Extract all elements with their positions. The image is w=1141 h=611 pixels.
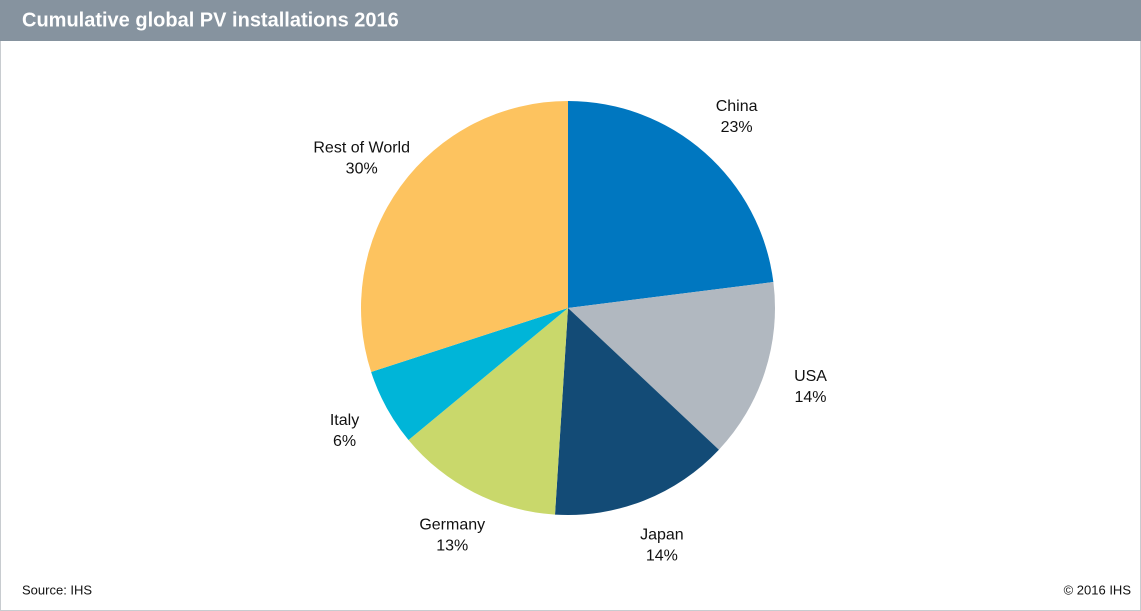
copyright: © 2016 IHS xyxy=(1064,582,1132,597)
title-bar xyxy=(0,0,1141,41)
chart-title: Cumulative global PV installations 2016 xyxy=(22,9,399,31)
slice-value-label: 14% xyxy=(646,547,678,564)
source: Source: IHS xyxy=(22,582,92,597)
slice-value-label: 23% xyxy=(721,119,753,136)
pie-slice xyxy=(555,308,719,515)
slice-label: USA xyxy=(794,368,827,385)
slice-label: Italy xyxy=(330,412,359,429)
slice-value-label: 6% xyxy=(333,433,356,450)
pie-slice xyxy=(568,101,774,308)
slice-label: Japan xyxy=(640,526,684,543)
slice-value-label: 13% xyxy=(436,537,468,554)
slice-label: China xyxy=(716,98,758,115)
slice-label: Rest of World xyxy=(313,139,410,156)
slice-value-label: 14% xyxy=(795,389,827,406)
pie-slice xyxy=(371,308,568,440)
slice-label: Germany xyxy=(419,516,485,533)
slice-value-label: 30% xyxy=(346,160,378,177)
pie-slice xyxy=(408,308,568,515)
pie-slice xyxy=(568,282,775,450)
pie-slice xyxy=(360,101,568,372)
